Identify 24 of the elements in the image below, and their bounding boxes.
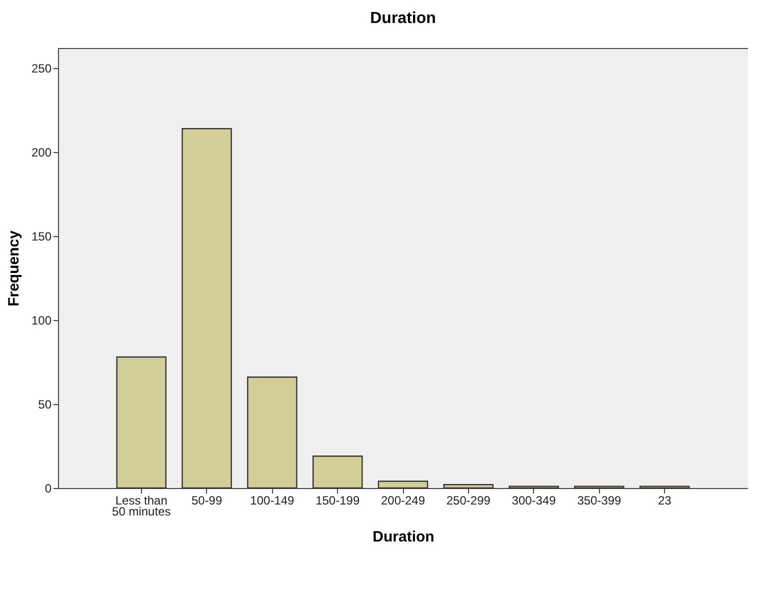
y-axis-title: Frequency bbox=[5, 230, 22, 306]
x-tick-label: 350-399 bbox=[577, 494, 622, 508]
x-tick-label: 50-99 bbox=[191, 494, 222, 508]
x-tick-label: 200-249 bbox=[380, 494, 426, 508]
y-tick-label: 50 bbox=[38, 398, 52, 412]
x-tick-label: Less than 50 minutes bbox=[112, 494, 171, 518]
x-tick-label: 23 bbox=[658, 494, 672, 508]
y-tick-label: 200 bbox=[31, 146, 52, 160]
bar bbox=[247, 376, 298, 489]
bar bbox=[312, 455, 363, 489]
bar bbox=[443, 484, 494, 489]
x-tick-label: 100-149 bbox=[250, 494, 295, 508]
y-tick-label: 150 bbox=[31, 230, 52, 244]
x-tick-label: 300-349 bbox=[512, 494, 556, 508]
y-tick-label: 250 bbox=[31, 62, 52, 76]
x-tick-label: 250-299 bbox=[446, 494, 491, 508]
bar bbox=[182, 128, 232, 489]
bar bbox=[378, 480, 428, 489]
x-axis-title: Duration bbox=[372, 528, 434, 546]
bar bbox=[116, 356, 167, 489]
y-tick-label: 100 bbox=[31, 314, 52, 328]
y-tick-label: 0 bbox=[44, 482, 52, 496]
x-tick-label: 150-199 bbox=[316, 494, 360, 508]
chart-title: Duration bbox=[370, 10, 436, 27]
